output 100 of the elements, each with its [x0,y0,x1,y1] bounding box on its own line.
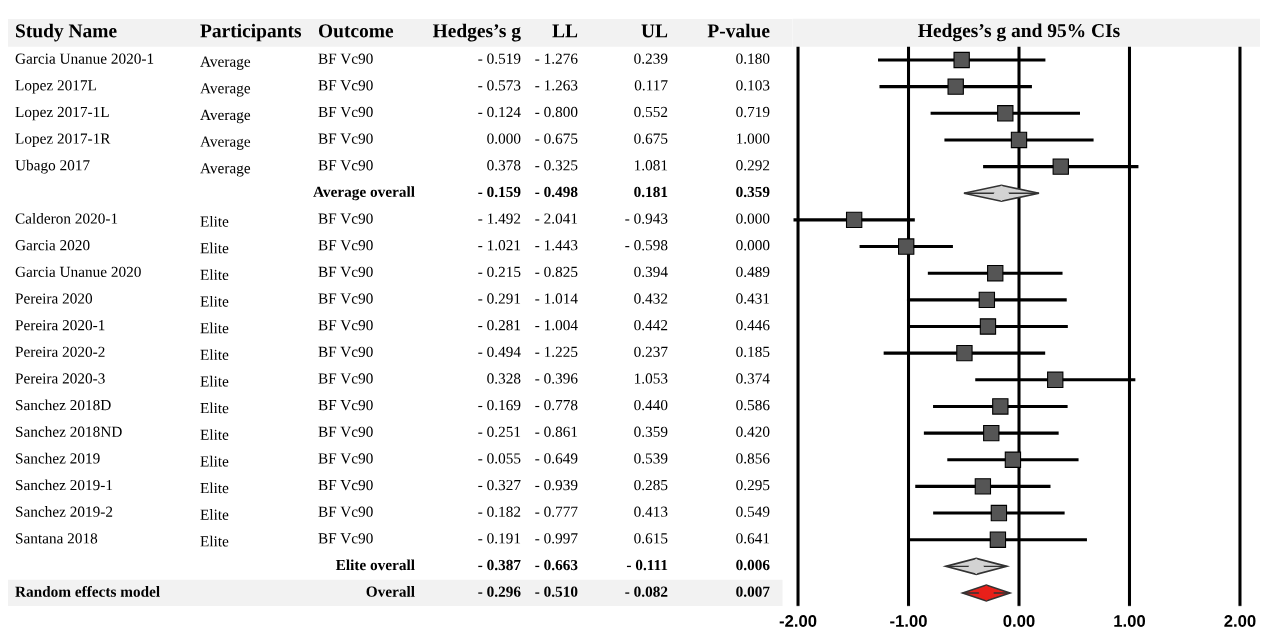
point [953,51,970,69]
category-label: Outcome [318,24,394,38]
point [987,265,1004,282]
text: - 0.943 [625,213,668,224]
text: Calderon 2020-1 [15,212,118,224]
text: Random effects model [15,585,160,597]
text: - 0.327 [478,479,521,491]
text: Elite [200,375,229,387]
point [989,531,1007,548]
text: - 0.169 [478,399,521,411]
text: - 0.191 [478,533,521,544]
text: 0.641 [736,533,770,544]
point [979,318,997,335]
text: 0.000 [736,240,770,251]
x-tick-label: 1.00 [1114,615,1146,627]
text: 0.292 [736,160,770,171]
text: - 1.443 [535,240,578,251]
point [992,398,1009,415]
x-tick-label: 0.00 [1003,615,1035,627]
text: 0.539 [634,453,668,464]
text: Elite [200,535,229,547]
point [1047,371,1064,388]
text: Lopez 2017-1R [15,133,111,147]
text: Elite [200,242,229,254]
point [978,291,996,309]
text: Garcia 2020 [15,240,90,251]
category-label: P-value [707,23,770,38]
text: BF Vc90 [318,426,373,438]
text: 0.359 [736,186,770,198]
text: - 0.111 [626,559,668,571]
text: - 1.263 [535,80,578,91]
text: Average [200,56,251,70]
text: 0.103 [736,80,770,91]
text: - 0.296 [478,586,521,597]
point [897,238,915,255]
text: Elite [200,482,229,494]
text: - 1.004 [535,320,578,331]
text: - 0.778 [535,399,578,411]
text: - 0.861 [535,426,578,437]
category-label: Participants [200,23,302,42]
text: - 0.182 [478,506,521,517]
text: 0.615 [634,533,668,544]
text: Pereira 2020-1 [15,320,105,331]
point [956,344,973,362]
text: - 0.825 [535,266,578,278]
text: BF Vc90 [318,80,373,91]
text: Average overall [313,186,415,201]
text: 0.328 [487,373,521,384]
text: Ubago 2017 [15,159,90,174]
text: - 0.124 [478,106,521,118]
text: 0.413 [634,506,668,517]
text: - 0.777 [535,506,578,517]
text: - 0.997 [535,533,578,544]
text: BF Vc90 [318,506,373,517]
text: - 0.082 [625,586,668,597]
text: - 0.675 [535,133,578,144]
text: 1.053 [634,373,668,384]
text: 0.359 [634,426,668,437]
text: BF Vc90 [318,133,373,144]
chart-title: Hedges’s g and 95% CIs [918,23,1120,42]
text: - 0.498 [535,186,578,198]
text: Lopez 2017L [15,80,96,94]
text: Pereira 2020-3 [15,373,105,384]
text: - 0.494 [478,346,521,358]
text: - 0.159 [478,186,521,198]
text: Santana 2018 [16,533,98,544]
text: 1.081 [634,160,668,171]
text: - 0.387 [478,559,521,571]
text: - 1.225 [535,346,578,358]
text: - 0.325 [535,160,578,171]
text: - 0.055 [478,453,521,464]
category-label: LL [552,24,578,38]
text: - 1.014 [535,293,578,304]
text: 0.719 [736,106,770,118]
text: - 0.519 [478,53,521,64]
text: Average [200,109,251,124]
category-label: UL [641,24,668,38]
text: 0.295 [736,479,770,491]
text: Elite [200,215,229,227]
text: Elite [200,509,229,520]
text: Pereira 2020-2 [15,346,105,357]
text: - 0.510 [535,586,578,597]
point [990,504,1008,522]
point [947,78,964,95]
text: Garcia Unanue 2020 [15,266,141,278]
text: 0.181 [634,186,668,198]
text: - 1.492 [478,213,521,224]
text: Sanchez 2018ND [16,426,122,437]
text: Elite [200,269,229,281]
text: Sanchez 2019 [16,452,100,464]
text: 0.239 [634,53,668,64]
text: - 0.573 [478,80,521,91]
text: - 0.598 [625,240,668,251]
point [997,105,1014,122]
text: 0.185 [736,346,770,358]
text: - 1.276 [535,53,578,64]
x-tick-label: -2.00 [779,615,817,627]
text: Elite overall [335,559,415,571]
text: Sanchez 2019-1 [16,479,113,491]
text: 0.006 [736,559,770,571]
